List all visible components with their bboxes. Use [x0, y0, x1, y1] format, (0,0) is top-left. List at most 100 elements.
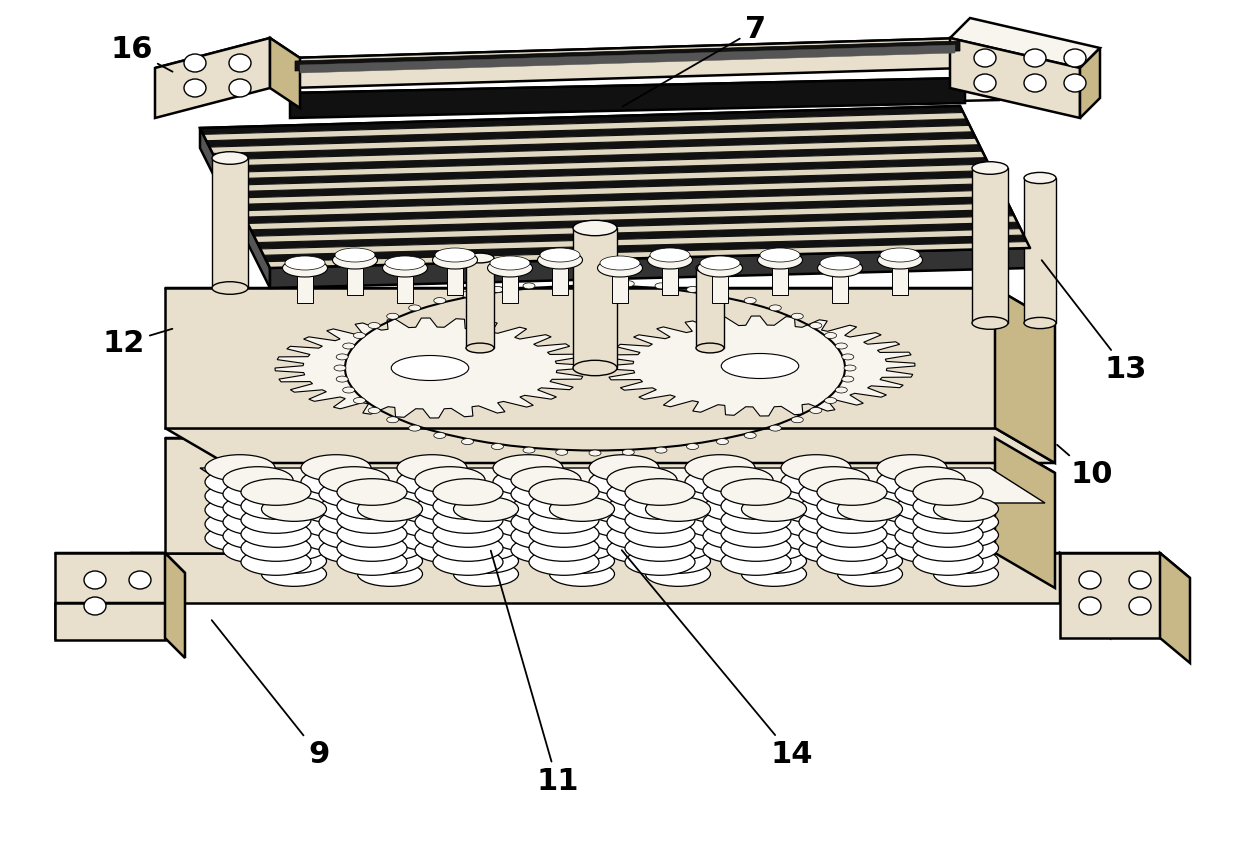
Polygon shape — [270, 38, 300, 108]
Polygon shape — [712, 268, 728, 303]
Ellipse shape — [973, 74, 996, 92]
Ellipse shape — [810, 323, 822, 329]
Ellipse shape — [769, 425, 781, 431]
Ellipse shape — [397, 525, 467, 552]
Ellipse shape — [262, 535, 326, 560]
Ellipse shape — [1128, 571, 1151, 589]
Ellipse shape — [684, 483, 755, 510]
Polygon shape — [275, 318, 585, 418]
Ellipse shape — [837, 562, 903, 586]
Ellipse shape — [758, 251, 802, 269]
Ellipse shape — [415, 467, 485, 493]
Polygon shape — [290, 78, 999, 115]
Ellipse shape — [319, 523, 389, 549]
Ellipse shape — [895, 523, 965, 549]
Ellipse shape — [895, 467, 965, 493]
Polygon shape — [605, 316, 915, 416]
Ellipse shape — [608, 480, 677, 507]
Ellipse shape — [895, 537, 965, 564]
Polygon shape — [55, 553, 185, 573]
Ellipse shape — [625, 549, 694, 576]
Ellipse shape — [720, 507, 791, 534]
Polygon shape — [213, 132, 976, 160]
Ellipse shape — [241, 507, 311, 534]
Ellipse shape — [589, 468, 658, 495]
Ellipse shape — [357, 562, 423, 586]
Ellipse shape — [283, 259, 327, 277]
Ellipse shape — [454, 497, 518, 522]
Ellipse shape — [357, 497, 423, 522]
Ellipse shape — [646, 510, 711, 535]
Ellipse shape — [337, 535, 407, 561]
Ellipse shape — [357, 548, 423, 573]
Ellipse shape — [817, 492, 887, 519]
Ellipse shape — [600, 256, 640, 270]
Ellipse shape — [877, 483, 947, 510]
Polygon shape — [965, 38, 999, 88]
Ellipse shape — [529, 492, 599, 519]
Polygon shape — [212, 158, 248, 288]
Ellipse shape — [494, 511, 563, 537]
Ellipse shape — [742, 562, 806, 586]
Polygon shape — [260, 228, 1024, 256]
Polygon shape — [248, 202, 1011, 230]
Ellipse shape — [494, 497, 563, 523]
Ellipse shape — [744, 432, 756, 438]
Ellipse shape — [825, 397, 837, 403]
Ellipse shape — [684, 468, 755, 495]
Ellipse shape — [573, 360, 618, 376]
Polygon shape — [200, 106, 1030, 268]
Ellipse shape — [625, 535, 694, 561]
Polygon shape — [573, 228, 618, 368]
Ellipse shape — [415, 480, 485, 507]
Ellipse shape — [589, 455, 658, 481]
Ellipse shape — [625, 479, 694, 505]
Polygon shape — [994, 288, 1055, 463]
Polygon shape — [613, 268, 627, 303]
Ellipse shape — [608, 537, 677, 564]
Polygon shape — [254, 215, 1017, 243]
Ellipse shape — [837, 548, 903, 573]
Ellipse shape — [913, 507, 983, 534]
Polygon shape — [290, 38, 965, 88]
Ellipse shape — [433, 251, 477, 269]
Ellipse shape — [1024, 74, 1047, 92]
Ellipse shape — [523, 283, 534, 289]
Ellipse shape — [337, 492, 407, 519]
Ellipse shape — [742, 523, 806, 547]
Ellipse shape — [549, 562, 615, 586]
Polygon shape — [155, 38, 300, 88]
Ellipse shape — [433, 549, 503, 576]
Ellipse shape — [820, 256, 861, 270]
Ellipse shape — [212, 281, 248, 294]
Ellipse shape — [703, 480, 773, 507]
Ellipse shape — [799, 467, 869, 493]
Ellipse shape — [454, 535, 518, 560]
Ellipse shape — [454, 562, 518, 586]
Ellipse shape — [742, 548, 806, 573]
Ellipse shape — [397, 468, 467, 495]
Polygon shape — [1159, 553, 1190, 663]
Ellipse shape — [877, 511, 947, 537]
Ellipse shape — [722, 353, 799, 378]
Polygon shape — [270, 248, 1030, 288]
Ellipse shape — [760, 248, 800, 262]
Polygon shape — [55, 603, 165, 640]
Ellipse shape — [384, 256, 425, 270]
Ellipse shape — [646, 562, 711, 586]
Ellipse shape — [817, 507, 887, 534]
Ellipse shape — [625, 492, 694, 519]
Ellipse shape — [353, 332, 366, 338]
Ellipse shape — [625, 521, 694, 547]
Ellipse shape — [387, 417, 399, 423]
Polygon shape — [950, 18, 1100, 68]
Polygon shape — [466, 258, 494, 348]
Ellipse shape — [842, 353, 854, 360]
Ellipse shape — [877, 525, 947, 552]
Ellipse shape — [392, 355, 469, 380]
Ellipse shape — [781, 497, 851, 523]
Ellipse shape — [573, 221, 618, 236]
Ellipse shape — [844, 365, 856, 371]
Ellipse shape — [342, 343, 355, 349]
Ellipse shape — [972, 317, 1008, 329]
